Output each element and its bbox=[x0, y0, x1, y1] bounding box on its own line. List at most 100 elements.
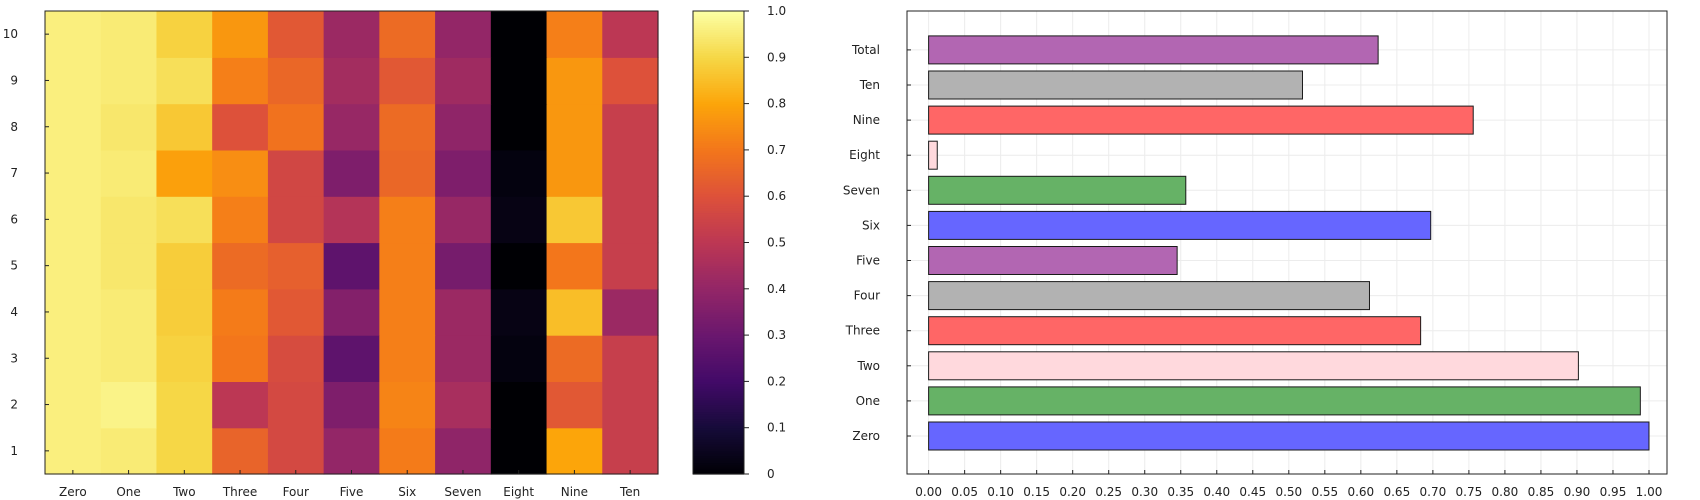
colorbar-band bbox=[693, 214, 744, 218]
colorbar-band bbox=[693, 436, 744, 440]
colorbar-band bbox=[693, 469, 744, 473]
heatmap-y-tick-label: 2 bbox=[10, 398, 18, 412]
heatmap-y-tick-label: 4 bbox=[10, 305, 18, 319]
heatmap-x-tick-label: Nine bbox=[561, 485, 588, 499]
colorbar-band bbox=[693, 210, 744, 214]
colorbar-band bbox=[693, 175, 744, 179]
heatmap-x-tick-label: Four bbox=[283, 485, 309, 499]
colorbar-band bbox=[693, 24, 744, 28]
colorbar-band bbox=[693, 203, 744, 207]
colorbar-band bbox=[693, 309, 744, 313]
heatmap-cell bbox=[323, 103, 380, 151]
heatmap-cell bbox=[490, 381, 548, 429]
heatmap-cell bbox=[45, 103, 102, 151]
bar-chart-y-tick-label: Ten bbox=[859, 78, 880, 92]
colorbar-band bbox=[693, 267, 744, 271]
bar-eight bbox=[928, 140, 938, 170]
bar-chart-x-tick-label: 0.30 bbox=[1131, 485, 1158, 499]
heatmap-y-tick-label: 5 bbox=[10, 259, 18, 273]
bar-three bbox=[928, 316, 1422, 346]
colorbar-tick-label: 0.3 bbox=[767, 328, 786, 342]
heatmap-cell bbox=[45, 381, 102, 429]
colorbar-band bbox=[693, 291, 744, 295]
colorbar-tick-label: 1.0 bbox=[767, 4, 786, 18]
bar-chart-x-tick-label: 0.70 bbox=[1420, 485, 1447, 499]
colorbar-band bbox=[693, 145, 744, 149]
bar-chart-x-tick-label: 0.75 bbox=[1456, 485, 1483, 499]
heatmap-cell bbox=[490, 149, 548, 197]
colorbar-band bbox=[693, 399, 744, 403]
heatmap-cell bbox=[379, 196, 436, 244]
colorbar-band bbox=[693, 101, 744, 105]
colorbar-band bbox=[693, 68, 744, 72]
colorbar-band bbox=[693, 416, 744, 420]
colorbar-band bbox=[693, 170, 744, 174]
colorbar-band bbox=[693, 189, 744, 193]
heatmap-cell bbox=[156, 242, 213, 290]
heatmap-y-tick-label: 10 bbox=[3, 27, 18, 41]
colorbar-band bbox=[693, 108, 744, 112]
colorbar-band bbox=[693, 390, 744, 394]
colorbar-band bbox=[693, 64, 744, 68]
colorbar-band bbox=[693, 323, 744, 327]
heatmap-cell bbox=[435, 196, 492, 244]
colorbar-band bbox=[693, 57, 744, 61]
colorbar-band bbox=[693, 395, 744, 399]
colorbar-band bbox=[693, 50, 744, 54]
colorbar-band bbox=[693, 122, 744, 126]
heatmap-cell bbox=[379, 103, 436, 151]
bar-chart-x-tick-label: 0.40 bbox=[1203, 485, 1230, 499]
heatmap-cell bbox=[100, 288, 158, 336]
colorbar-band bbox=[693, 295, 744, 299]
bar-chart-x-tick-label: 0.15 bbox=[1023, 485, 1050, 499]
bar-nine bbox=[928, 105, 1474, 135]
bar-chart-frame bbox=[906, 10, 1668, 475]
bar-chart-x-tick-label: 0.55 bbox=[1311, 485, 1338, 499]
heatmap-cell bbox=[100, 381, 158, 429]
colorbar-band bbox=[693, 420, 744, 424]
bar-chart-y-tick-label: Three bbox=[845, 324, 880, 338]
heatmap-cell bbox=[323, 149, 380, 197]
colorbar-band bbox=[693, 434, 744, 438]
colorbar-band bbox=[693, 362, 744, 366]
heatmap-cell bbox=[323, 196, 380, 244]
colorbar-band bbox=[693, 110, 744, 114]
colorbar-band bbox=[693, 351, 744, 355]
colorbar-band bbox=[693, 177, 744, 181]
heatmap-y-tick-label: 8 bbox=[10, 120, 18, 134]
bar-chart-y-tick-label: Nine bbox=[853, 113, 880, 127]
heatmap-cell bbox=[156, 335, 213, 382]
colorbar-band bbox=[693, 383, 744, 387]
heatmap-cell bbox=[45, 427, 102, 475]
heatmap-x-tick-label: Seven bbox=[444, 485, 481, 499]
heatmap-y-tick-label: 3 bbox=[10, 351, 18, 365]
heatmap-cell bbox=[45, 242, 102, 290]
colorbar-band bbox=[693, 103, 744, 107]
bar-ten bbox=[928, 70, 1303, 100]
bar-seven bbox=[928, 175, 1187, 205]
heatmap-cell bbox=[435, 11, 492, 58]
colorbar-band bbox=[693, 439, 744, 443]
heatmap-cell bbox=[602, 242, 659, 290]
colorbar-band bbox=[693, 230, 744, 234]
heatmap-cell bbox=[490, 103, 548, 151]
colorbar-band bbox=[693, 462, 744, 466]
colorbar-band bbox=[693, 316, 744, 320]
heatmap-cell bbox=[546, 11, 603, 58]
heatmap-cell bbox=[212, 427, 269, 475]
colorbar-tick-label: 0.7 bbox=[767, 143, 786, 157]
bar-chart-x-tick-label: 0.45 bbox=[1239, 485, 1266, 499]
heatmap-panel: Zero One Two Three Four Five Six Seven Eight Nine… bbox=[3, 10, 659, 499]
colorbar-band bbox=[693, 311, 744, 315]
heatmap-cell bbox=[267, 11, 325, 58]
colorbar-band bbox=[693, 119, 744, 123]
colorbar-band bbox=[693, 159, 744, 163]
colorbar-band bbox=[693, 52, 744, 56]
heatmap-cell bbox=[156, 57, 213, 105]
colorbar-band bbox=[693, 258, 744, 262]
colorbar-band bbox=[693, 173, 744, 176]
colorbar-band bbox=[693, 75, 744, 79]
colorbar-tick-label: 0.2 bbox=[767, 374, 786, 388]
colorbar-band bbox=[693, 413, 744, 417]
